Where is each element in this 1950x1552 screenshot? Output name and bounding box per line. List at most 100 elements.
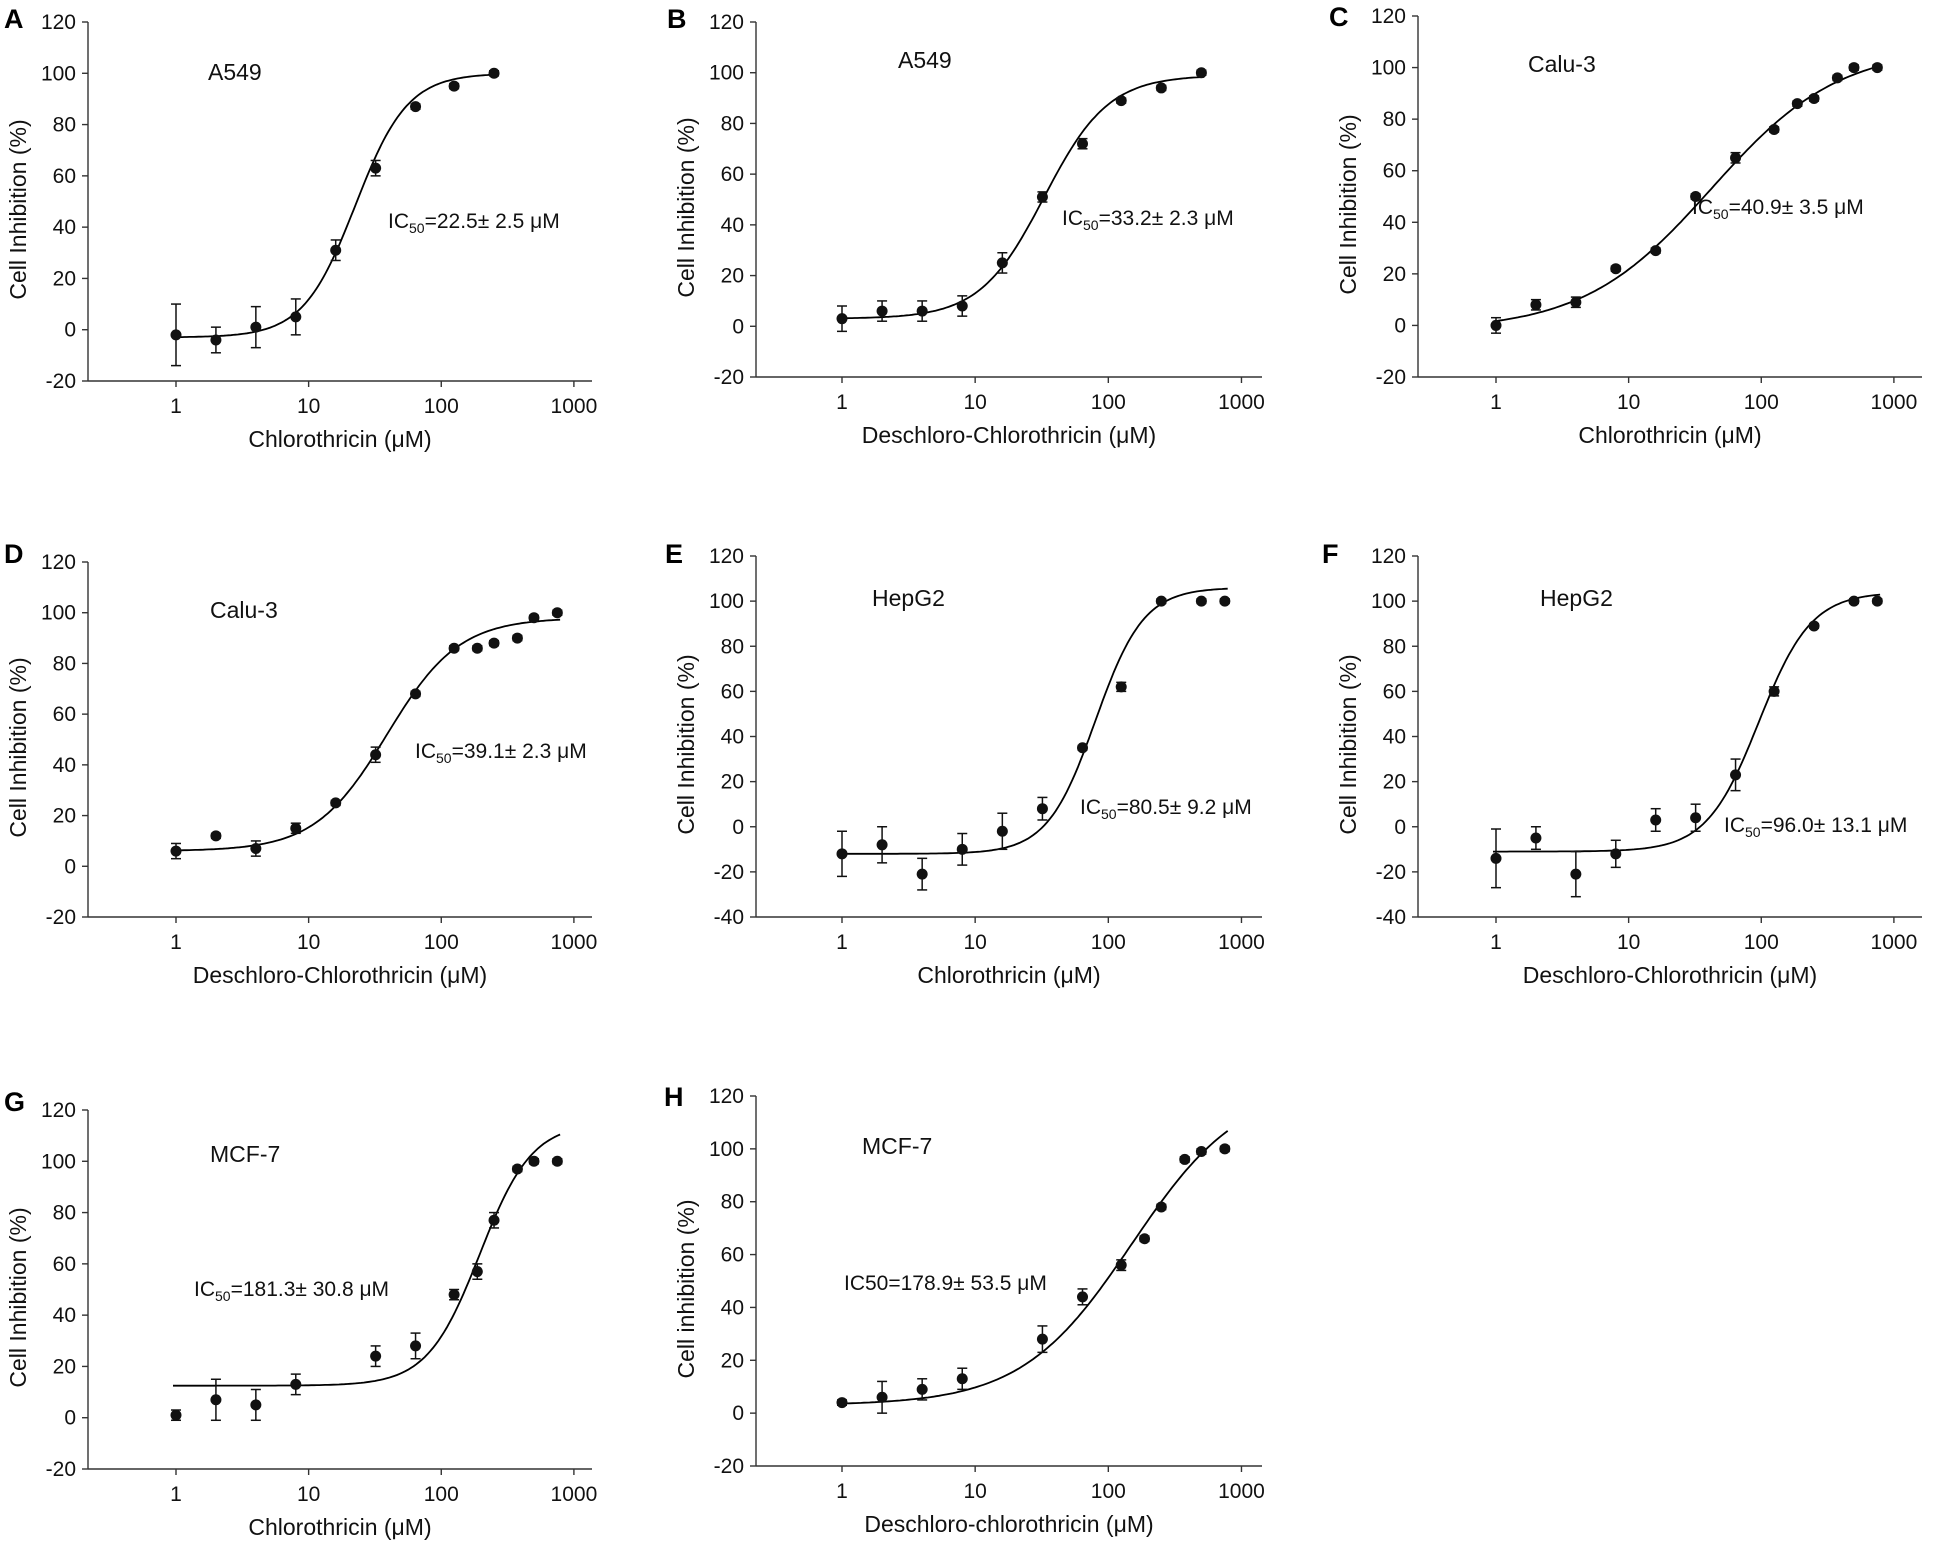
ic50-annotation: IC50=178.9± 53.5 μM bbox=[844, 1272, 1047, 1295]
data-point bbox=[170, 1409, 182, 1421]
data-point bbox=[956, 1373, 968, 1385]
x-axis-title: Deschloro-Chlorothricin (μM) bbox=[1523, 962, 1817, 988]
x-tick-label: 1 bbox=[836, 391, 848, 414]
x-tick-label: 10 bbox=[297, 395, 320, 418]
y-axis-title: Cell Inhibition (%) bbox=[5, 1207, 31, 1387]
y-tick-label: 0 bbox=[1394, 314, 1406, 337]
y-tick-label: -20 bbox=[714, 366, 744, 389]
data-point bbox=[1490, 319, 1502, 331]
y-tick-label: 120 bbox=[1371, 5, 1406, 28]
y-tick-label: 20 bbox=[53, 267, 76, 290]
data-point bbox=[210, 1394, 222, 1406]
data-point bbox=[448, 1289, 460, 1301]
data-point bbox=[1155, 82, 1167, 94]
data-point bbox=[410, 101, 422, 113]
x-tick-label: 1 bbox=[836, 1480, 848, 1503]
x-tick-label: 1 bbox=[170, 931, 182, 954]
data-point bbox=[1610, 263, 1622, 275]
y-tick-label: 100 bbox=[709, 62, 744, 85]
y-axis-title: Cell inhibition (%) bbox=[673, 1200, 699, 1379]
x-tick-label: 1000 bbox=[1218, 1480, 1265, 1503]
y-axis-title: Cell Inhibition (%) bbox=[1335, 654, 1361, 834]
y-tick-label: 40 bbox=[1383, 726, 1406, 749]
x-tick-label: 1 bbox=[1490, 391, 1502, 414]
y-tick-label: -20 bbox=[46, 1458, 76, 1481]
data-point bbox=[250, 843, 262, 855]
y-axis-title: Cell Inhibition (%) bbox=[673, 117, 699, 297]
data-point bbox=[370, 1350, 382, 1362]
data-point bbox=[1179, 1153, 1191, 1165]
ic50-annotation: IC50=22.5± 2.5 μM bbox=[388, 210, 560, 236]
ic50-prefix: IC bbox=[1724, 814, 1745, 837]
data-point bbox=[471, 1266, 483, 1278]
ic50-value: =181.3± 30.8 μM bbox=[231, 1278, 389, 1301]
y-tick-label: 40 bbox=[1383, 211, 1406, 234]
data-point bbox=[1768, 123, 1780, 135]
cell-line-label: A549 bbox=[898, 47, 952, 73]
fit-curve bbox=[173, 1133, 561, 1387]
ic50-subscript: 50 bbox=[1713, 206, 1729, 222]
data-point bbox=[528, 1155, 540, 1167]
x-tick-label: 100 bbox=[1091, 1480, 1126, 1503]
data-point bbox=[1730, 152, 1742, 164]
x-tick-label: 1000 bbox=[1871, 931, 1918, 954]
data-point bbox=[916, 305, 928, 317]
y-tick-label: -20 bbox=[1376, 861, 1406, 884]
data-point bbox=[511, 1163, 523, 1175]
ic50-annotation: IC50=181.3± 30.8 μM bbox=[194, 1278, 389, 1304]
data-point bbox=[551, 1155, 563, 1167]
y-tick-label: 80 bbox=[53, 652, 76, 675]
x-axis-title: Deschloro-Chlorothricin (μM) bbox=[193, 962, 487, 988]
data-point bbox=[210, 830, 222, 842]
x-axis-title: Deschloro-chlorothricin (μM) bbox=[864, 1511, 1153, 1537]
cell-line-label: Calu-3 bbox=[1528, 51, 1596, 77]
data-point bbox=[290, 311, 302, 323]
x-axis-title: Chlorothricin (μM) bbox=[917, 962, 1100, 988]
y-axis-title: Cell Inhibition (%) bbox=[673, 654, 699, 834]
x-tick-label: 1000 bbox=[551, 1483, 598, 1506]
y-tick-label: 20 bbox=[53, 1355, 76, 1378]
data-point bbox=[1115, 1259, 1127, 1271]
data-point bbox=[370, 749, 382, 761]
ic50-value: =33.2± 2.3 μM bbox=[1099, 207, 1234, 230]
y-tick-label: -20 bbox=[714, 861, 744, 884]
y-tick-label: 0 bbox=[732, 315, 744, 338]
panel-letter: G bbox=[4, 1087, 25, 1117]
y-tick-label: 40 bbox=[721, 1296, 744, 1319]
data-point bbox=[170, 845, 182, 857]
panel-letter: E bbox=[665, 539, 683, 569]
y-tick-label: 120 bbox=[41, 11, 76, 34]
y-tick-label: 100 bbox=[1371, 590, 1406, 613]
x-tick-label: 100 bbox=[424, 395, 459, 418]
ic50-subscript: 50 bbox=[1083, 217, 1099, 233]
fit-curve bbox=[1493, 593, 1881, 853]
x-tick-label: 1 bbox=[170, 395, 182, 418]
ic50-annotation: IC50=96.0± 13.1 μM bbox=[1724, 814, 1907, 840]
data-point bbox=[1690, 191, 1702, 202]
x-tick-label: 1000 bbox=[1218, 931, 1265, 954]
y-tick-label: -40 bbox=[1376, 906, 1406, 929]
ic50-value: =40.9± 3.5 μM bbox=[1729, 196, 1864, 219]
data-point bbox=[210, 334, 222, 346]
data-point bbox=[410, 1340, 422, 1352]
x-tick-label: 1 bbox=[836, 931, 848, 954]
y-tick-label: 0 bbox=[64, 319, 76, 342]
data-point bbox=[1570, 868, 1582, 880]
data-point bbox=[1115, 95, 1127, 107]
y-tick-label: 20 bbox=[721, 771, 744, 794]
y-tick-label: 80 bbox=[721, 112, 744, 135]
data-point bbox=[1650, 814, 1662, 826]
y-tick-label: 100 bbox=[41, 1150, 76, 1173]
x-axis-title: Chlorothricin (μM) bbox=[1578, 422, 1761, 448]
data-point bbox=[1690, 812, 1702, 824]
data-point bbox=[1808, 93, 1820, 105]
data-point bbox=[876, 305, 888, 317]
y-tick-label: 120 bbox=[41, 1099, 76, 1122]
y-tick-label: 0 bbox=[64, 855, 76, 878]
y-tick-label: 0 bbox=[732, 1402, 744, 1425]
y-axis-title: Cell Inhibition (%) bbox=[1335, 114, 1361, 294]
data-point bbox=[1730, 769, 1742, 781]
x-tick-label: 1000 bbox=[1218, 391, 1265, 414]
